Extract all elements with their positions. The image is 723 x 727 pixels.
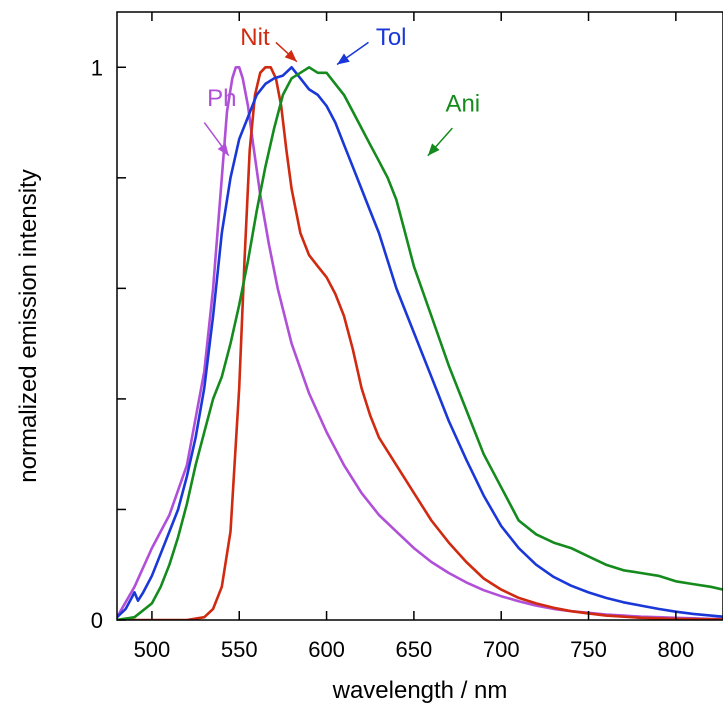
axes: 500 550 600 650 700 750 800 0 1 [91, 12, 694, 662]
series-labels: Ph Nit Tol Ani [203, 24, 480, 157]
series-label-ani: Ani [445, 90, 480, 117]
series-line-ani [117, 66, 723, 620]
plot-area: Ph Nit Tol Ani [117, 24, 723, 620]
series-line-nit [117, 66, 723, 620]
x-axis-title: wavelength / nm [332, 677, 508, 704]
x-tick-label: 550 [221, 637, 258, 662]
series-label-tol: Tol [376, 24, 407, 51]
y-tick-label: 1 [91, 55, 103, 80]
series-line-ph [117, 66, 723, 620]
x-tick-label: 650 [396, 637, 433, 662]
arrow-head-nit [284, 49, 297, 62]
y-axis-title: normalized emission intensity [15, 169, 42, 482]
series-label-nit: Nit [240, 24, 270, 51]
series-group [117, 66, 723, 620]
arrow-head-ph [217, 143, 229, 156]
x-tick-label: 600 [308, 637, 345, 662]
y-tick-label: 0 [91, 608, 103, 633]
x-tick-label: 700 [483, 637, 520, 662]
x-tick-label: 500 [134, 637, 171, 662]
series-label-ph: Ph [207, 85, 236, 112]
arrow-head-tol [337, 53, 350, 65]
plot-frame [116, 11, 723, 621]
x-tick-label: 800 [657, 637, 694, 662]
x-tick-label: 750 [570, 637, 607, 662]
series-line-tol [117, 66, 723, 619]
arrow-head-ani [427, 143, 440, 156]
